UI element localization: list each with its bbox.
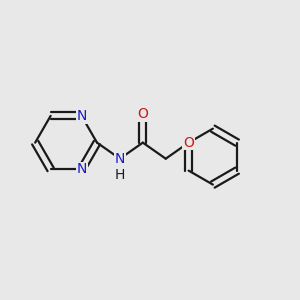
Text: N: N: [76, 109, 87, 123]
Text: O: O: [183, 136, 194, 150]
Text: O: O: [137, 107, 148, 121]
Text: N: N: [76, 162, 87, 176]
Text: N: N: [115, 152, 125, 166]
Text: H: H: [115, 168, 125, 182]
